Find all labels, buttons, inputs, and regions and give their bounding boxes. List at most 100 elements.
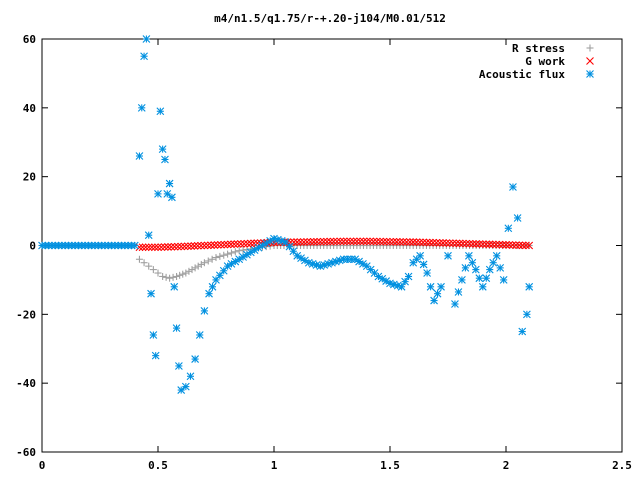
curve-point bbox=[193, 241, 202, 250]
data-point bbox=[455, 239, 464, 248]
data-point bbox=[522, 310, 531, 319]
curve-point bbox=[197, 260, 205, 268]
data-point bbox=[135, 243, 144, 252]
data-point bbox=[409, 238, 418, 246]
data-point bbox=[149, 331, 158, 339]
data-point bbox=[235, 255, 244, 264]
curve-point bbox=[306, 237, 315, 246]
curve-point bbox=[482, 274, 491, 283]
data-point bbox=[156, 107, 165, 116]
series-acoustic-flux bbox=[38, 35, 534, 394]
curve-point bbox=[138, 243, 147, 252]
curve-point bbox=[329, 237, 338, 246]
curve-point bbox=[449, 239, 457, 248]
curve-point bbox=[468, 258, 477, 267]
x-tick-label: 0 bbox=[39, 459, 46, 472]
curve-point bbox=[429, 238, 437, 247]
curve-point bbox=[389, 237, 398, 246]
curve-point bbox=[488, 240, 497, 249]
data-point bbox=[163, 189, 172, 198]
data-point bbox=[200, 259, 208, 267]
data-point bbox=[316, 237, 325, 246]
curve-point bbox=[236, 239, 245, 248]
curve-point bbox=[399, 238, 408, 246]
data-point bbox=[147, 289, 155, 298]
data-point bbox=[502, 240, 510, 249]
curve-point bbox=[512, 241, 520, 249]
curve-point bbox=[343, 237, 351, 246]
curve-point bbox=[485, 240, 494, 249]
curve-point bbox=[412, 238, 421, 247]
data-point bbox=[140, 259, 148, 267]
data-point bbox=[437, 282, 445, 291]
curve-point bbox=[289, 247, 298, 256]
curve-point bbox=[147, 243, 156, 252]
data-point bbox=[154, 269, 162, 277]
legend-label: Acoustic flux bbox=[479, 68, 565, 81]
curve-point bbox=[208, 282, 217, 291]
curve-point bbox=[445, 239, 454, 248]
curve-point bbox=[180, 242, 189, 251]
data-point bbox=[471, 265, 480, 274]
data-point bbox=[182, 269, 190, 277]
curve-point bbox=[323, 237, 331, 246]
curve-point bbox=[475, 274, 484, 283]
data-point bbox=[293, 238, 302, 246]
data-point bbox=[181, 382, 190, 391]
data-point bbox=[451, 300, 459, 308]
data-point bbox=[177, 386, 186, 394]
curve-point bbox=[303, 238, 312, 246]
data-point bbox=[224, 250, 232, 258]
y-tick-label: -40 bbox=[16, 377, 36, 390]
legend-marker bbox=[586, 70, 594, 78]
data-point bbox=[235, 247, 243, 255]
data-point bbox=[151, 351, 160, 360]
data-point bbox=[404, 272, 413, 281]
data-point bbox=[362, 237, 371, 246]
data-point bbox=[158, 145, 167, 154]
curve-point bbox=[203, 241, 212, 250]
data-point bbox=[458, 276, 466, 284]
data-point bbox=[518, 327, 527, 336]
curve-point bbox=[227, 240, 235, 249]
curve-point bbox=[169, 273, 177, 281]
curve-point bbox=[452, 239, 461, 248]
curve-point bbox=[179, 270, 187, 278]
y-tick-label: 40 bbox=[23, 102, 36, 115]
curve-point bbox=[215, 271, 224, 280]
curve-point bbox=[164, 243, 172, 251]
data-point bbox=[423, 269, 432, 277]
legend-label: G work bbox=[525, 55, 565, 68]
data-point bbox=[170, 282, 179, 291]
curve-point bbox=[167, 242, 176, 251]
curve-point bbox=[439, 239, 447, 247]
curve-point bbox=[319, 237, 328, 246]
y-tick-label: 20 bbox=[23, 171, 36, 184]
legend-label: R stress bbox=[512, 42, 565, 55]
data-point bbox=[177, 242, 186, 251]
y-tick-label: -20 bbox=[16, 308, 36, 321]
curve-point bbox=[210, 241, 219, 249]
curve-point bbox=[217, 240, 225, 249]
data-point bbox=[485, 265, 494, 274]
data-point bbox=[172, 324, 181, 332]
curve-point bbox=[369, 237, 378, 246]
data-point bbox=[135, 255, 143, 263]
curve-point bbox=[194, 262, 202, 270]
data-point bbox=[137, 103, 146, 112]
curve-point bbox=[326, 237, 335, 246]
data-point bbox=[444, 251, 452, 260]
data-point bbox=[339, 237, 348, 246]
curve-point bbox=[521, 241, 530, 250]
curve-point bbox=[230, 240, 239, 249]
curve-point bbox=[376, 237, 384, 246]
data-point bbox=[154, 243, 162, 252]
data-point bbox=[509, 183, 517, 191]
data-point bbox=[525, 241, 534, 250]
curve-point bbox=[176, 271, 184, 279]
curve-point bbox=[296, 238, 305, 246]
curve-point bbox=[359, 237, 368, 246]
data-point bbox=[246, 239, 255, 248]
x-tick-label: 0.5 bbox=[148, 459, 168, 472]
